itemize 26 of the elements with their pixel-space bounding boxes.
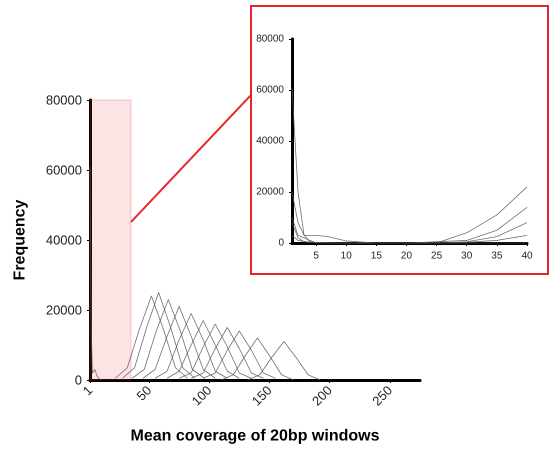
x-tick-label: 200	[309, 382, 335, 409]
x-tick-label: 1	[80, 382, 96, 398]
x-tick-label: 15	[370, 250, 382, 262]
x-tick-label: 150	[248, 382, 275, 409]
x-tick-label: 250	[369, 382, 396, 409]
x-tick-label: 5	[313, 250, 320, 262]
x-axis-title: Mean coverage of 20bp windows	[130, 428, 380, 444]
x-tick-label: 30	[461, 250, 473, 262]
y-tick-label: 80000	[256, 34, 284, 44]
y-tick-label: 40000	[46, 232, 82, 248]
y-tick-label: 20000	[46, 302, 82, 318]
x-tick-label: 35	[491, 250, 503, 262]
y-tick-label: 60000	[256, 84, 284, 96]
x-tick-label: 100	[188, 382, 215, 409]
y-tick-label: 40000	[256, 136, 284, 146]
y-tick-label: 0	[278, 238, 284, 248]
y-tick-label: 20000	[256, 186, 284, 198]
y-tick-label: 0	[74, 372, 82, 388]
x-tick-label: 25	[431, 250, 443, 262]
x-tick-label: 40	[521, 250, 533, 262]
x-tick-label: 20	[400, 250, 412, 262]
y-tick-label: 60000	[46, 162, 82, 178]
y-axis-title: Frequency	[12, 199, 28, 280]
x-tick-label: 10	[340, 250, 352, 262]
x-tick-label: 50	[133, 382, 154, 404]
y-tick-label: 80000	[46, 92, 82, 108]
